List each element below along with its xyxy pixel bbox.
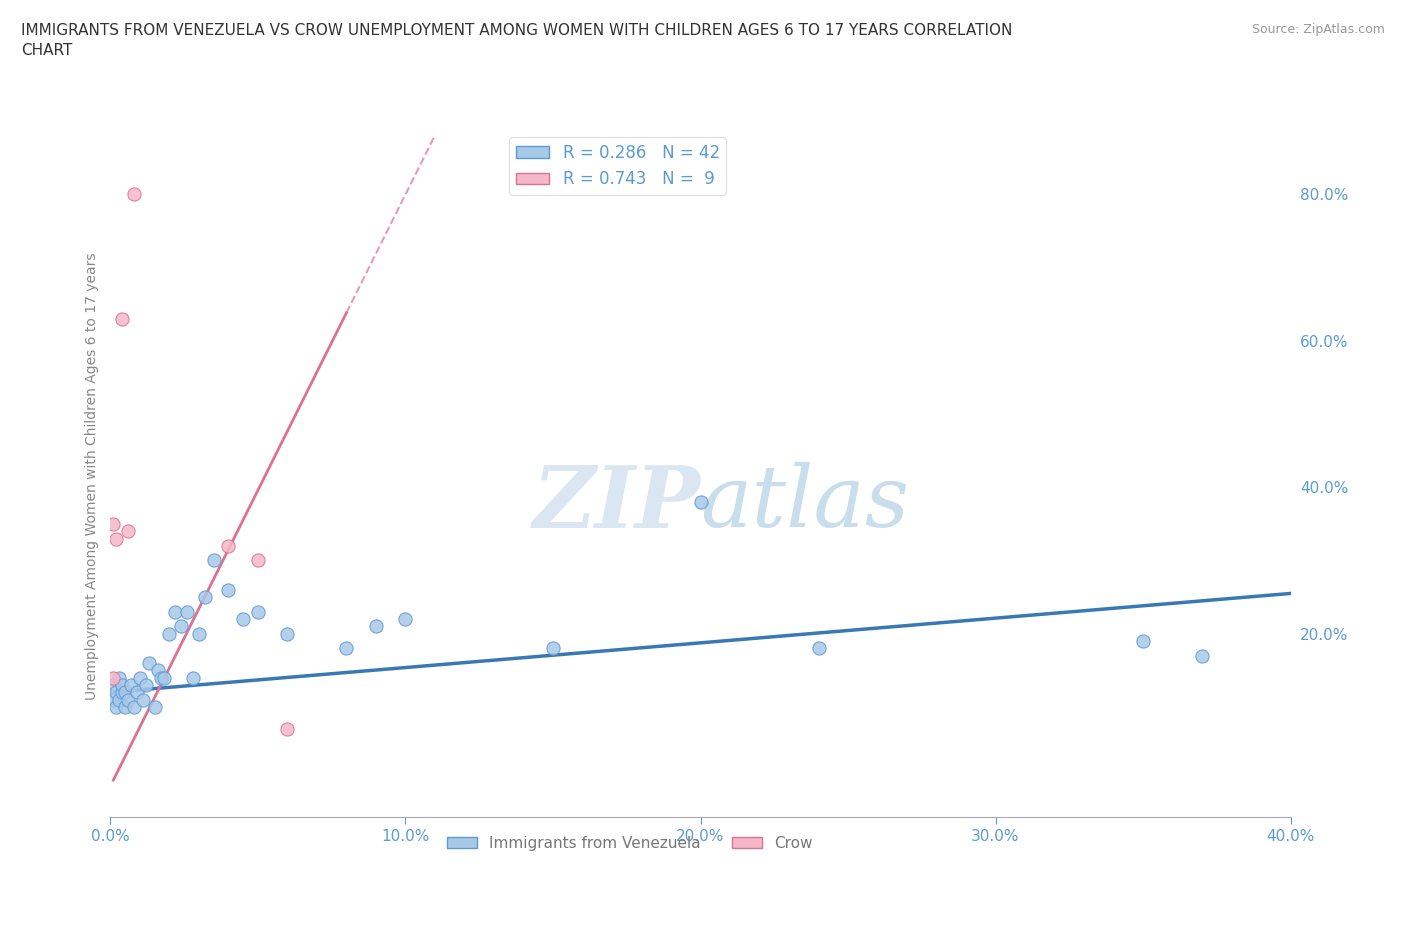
Point	[807, 641, 830, 656]
Point	[143, 699, 166, 714]
Point	[117, 692, 139, 707]
Point	[149, 671, 172, 685]
Point	[541, 641, 564, 656]
Point	[132, 692, 155, 707]
Point	[138, 656, 160, 671]
Y-axis label: Unemployment Among Women with Children Ages 6 to 17 years: Unemployment Among Women with Children A…	[86, 253, 100, 700]
Point	[689, 495, 711, 510]
Point	[194, 590, 217, 604]
Point	[187, 626, 209, 641]
Point	[246, 553, 269, 568]
Point	[217, 582, 239, 597]
Point	[111, 312, 134, 326]
Point	[176, 604, 198, 619]
Point	[364, 619, 387, 634]
Point	[114, 699, 136, 714]
Point	[122, 699, 145, 714]
Point	[105, 531, 128, 546]
Text: atlas: atlas	[700, 462, 910, 545]
Point	[170, 619, 193, 634]
Point	[105, 699, 128, 714]
Point	[165, 604, 187, 619]
Point	[1132, 633, 1154, 648]
Point	[152, 671, 174, 685]
Point	[135, 677, 157, 692]
Point	[125, 684, 148, 699]
Point	[103, 677, 125, 692]
Point	[217, 538, 239, 553]
Point	[157, 626, 180, 641]
Text: Source: ZipAtlas.com: Source: ZipAtlas.com	[1251, 23, 1385, 36]
Point	[232, 612, 254, 627]
Text: IMMIGRANTS FROM VENEZUELA VS CROW UNEMPLOYMENT AMONG WOMEN WITH CHILDREN AGES 6 : IMMIGRANTS FROM VENEZUELA VS CROW UNEMPL…	[21, 23, 1012, 58]
Point	[394, 612, 416, 627]
Point	[129, 671, 152, 685]
Point	[335, 641, 357, 656]
Point	[120, 677, 142, 692]
Point	[146, 663, 169, 678]
Text: ZIP: ZIP	[533, 462, 700, 545]
Point	[108, 692, 131, 707]
Point	[122, 187, 145, 202]
Point	[276, 722, 298, 737]
Point	[202, 553, 225, 568]
Point	[181, 671, 204, 685]
Point	[103, 516, 125, 531]
Point	[103, 671, 125, 685]
Point	[246, 604, 269, 619]
Point	[103, 692, 125, 707]
Point	[276, 626, 298, 641]
Point	[111, 684, 134, 699]
Point	[105, 684, 128, 699]
Point	[1191, 648, 1213, 663]
Point	[111, 677, 134, 692]
Point	[114, 684, 136, 699]
Point	[117, 524, 139, 538]
Legend: Immigrants from Venezuela, Crow: Immigrants from Venezuela, Crow	[440, 830, 818, 857]
Point	[108, 671, 131, 685]
